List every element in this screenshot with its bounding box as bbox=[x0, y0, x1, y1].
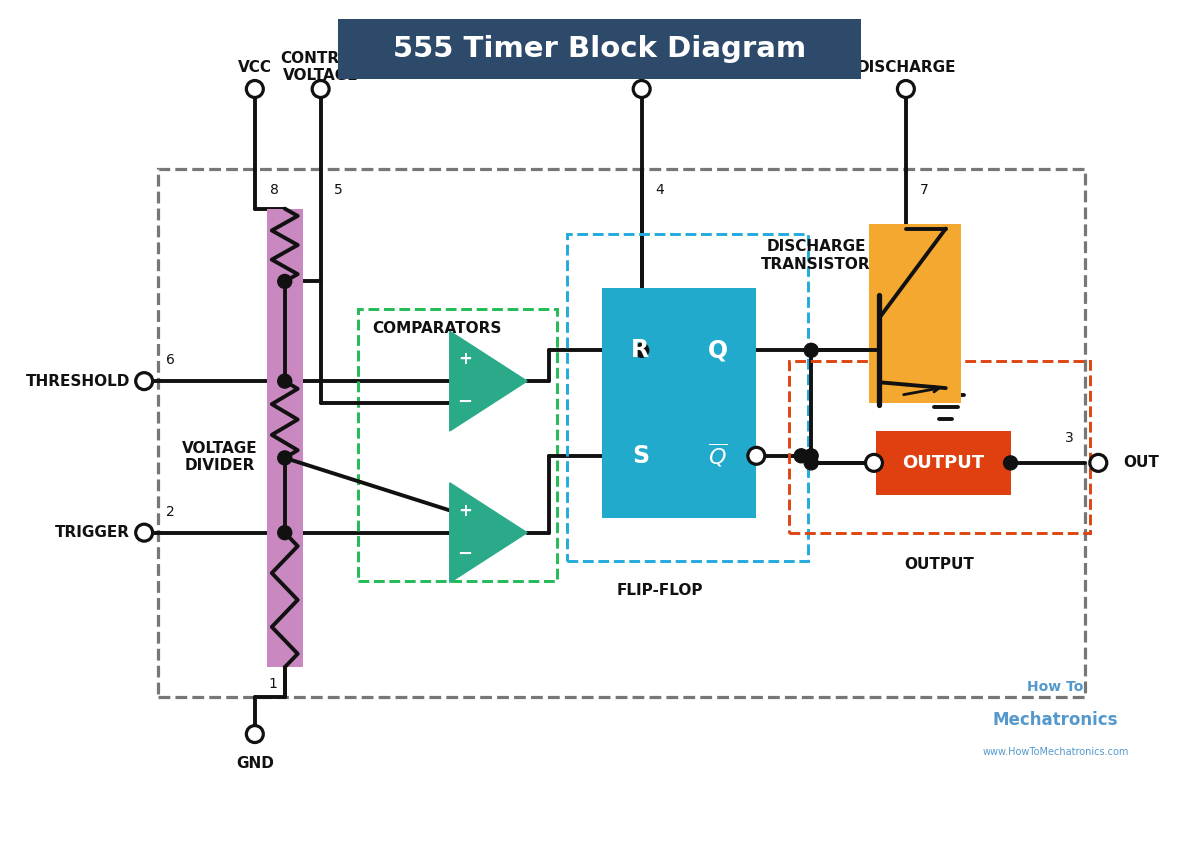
Circle shape bbox=[277, 275, 292, 288]
Text: VCC: VCC bbox=[238, 60, 272, 74]
Text: $\overline{Q}$: $\overline{Q}$ bbox=[708, 443, 727, 470]
Text: GND: GND bbox=[236, 756, 274, 771]
Text: −: − bbox=[457, 393, 473, 411]
Text: S: S bbox=[632, 443, 649, 468]
Text: 7: 7 bbox=[920, 183, 929, 196]
Circle shape bbox=[277, 526, 292, 540]
Circle shape bbox=[246, 726, 263, 743]
Text: R: R bbox=[631, 338, 649, 362]
Text: 5: 5 bbox=[334, 183, 342, 196]
Circle shape bbox=[136, 373, 152, 389]
Circle shape bbox=[804, 448, 818, 463]
Text: COMPARATORS: COMPARATORS bbox=[372, 321, 502, 336]
Circle shape bbox=[794, 448, 808, 463]
Circle shape bbox=[1090, 454, 1106, 471]
Text: 4: 4 bbox=[655, 183, 665, 196]
Polygon shape bbox=[450, 483, 527, 583]
FancyBboxPatch shape bbox=[601, 288, 756, 518]
Text: DISCHARGE
TRANSISTOR: DISCHARGE TRANSISTOR bbox=[761, 239, 871, 271]
Circle shape bbox=[312, 81, 329, 98]
Text: 6: 6 bbox=[166, 353, 175, 368]
FancyBboxPatch shape bbox=[337, 19, 862, 79]
Text: www.HowToMechatronics.com: www.HowToMechatronics.com bbox=[983, 747, 1129, 757]
Text: +: + bbox=[457, 350, 472, 368]
Polygon shape bbox=[450, 331, 527, 431]
Text: Q: Q bbox=[708, 338, 727, 362]
Text: OUT: OUT bbox=[1123, 455, 1159, 470]
Circle shape bbox=[748, 448, 764, 464]
Circle shape bbox=[635, 343, 649, 357]
Circle shape bbox=[804, 456, 818, 470]
Text: DISCHARGE: DISCHARGE bbox=[856, 60, 955, 74]
Circle shape bbox=[804, 343, 818, 357]
Text: RESET: RESET bbox=[614, 60, 668, 74]
Circle shape bbox=[865, 454, 882, 471]
Text: 3: 3 bbox=[1064, 431, 1073, 445]
Text: 8: 8 bbox=[270, 183, 278, 196]
FancyBboxPatch shape bbox=[869, 223, 961, 403]
Text: TRIGGER: TRIGGER bbox=[55, 525, 131, 540]
Circle shape bbox=[136, 524, 152, 541]
Circle shape bbox=[898, 81, 914, 98]
Text: THRESHOLD: THRESHOLD bbox=[26, 373, 131, 389]
Circle shape bbox=[277, 451, 292, 464]
Circle shape bbox=[634, 81, 650, 98]
Text: OUTPUT: OUTPUT bbox=[902, 454, 984, 472]
Text: −: − bbox=[457, 545, 473, 562]
Text: FLIP-FLOP: FLIP-FLOP bbox=[617, 583, 703, 598]
FancyBboxPatch shape bbox=[876, 431, 1010, 495]
Circle shape bbox=[1003, 456, 1018, 470]
Text: 555 Timer Block Diagram: 555 Timer Block Diagram bbox=[392, 35, 806, 62]
Text: Mechatronics: Mechatronics bbox=[992, 711, 1118, 729]
Circle shape bbox=[246, 81, 263, 98]
Text: CONTROL
VOLTAGE: CONTROL VOLTAGE bbox=[280, 51, 361, 83]
FancyBboxPatch shape bbox=[266, 208, 302, 668]
Text: OUTPUT: OUTPUT bbox=[904, 557, 973, 572]
Text: How To: How To bbox=[1027, 680, 1084, 694]
Circle shape bbox=[277, 374, 292, 388]
Text: +: + bbox=[457, 502, 472, 520]
Text: 1: 1 bbox=[269, 677, 277, 691]
Text: VOLTAGE
DIVIDER: VOLTAGE DIVIDER bbox=[182, 441, 258, 473]
Text: 2: 2 bbox=[166, 505, 175, 518]
